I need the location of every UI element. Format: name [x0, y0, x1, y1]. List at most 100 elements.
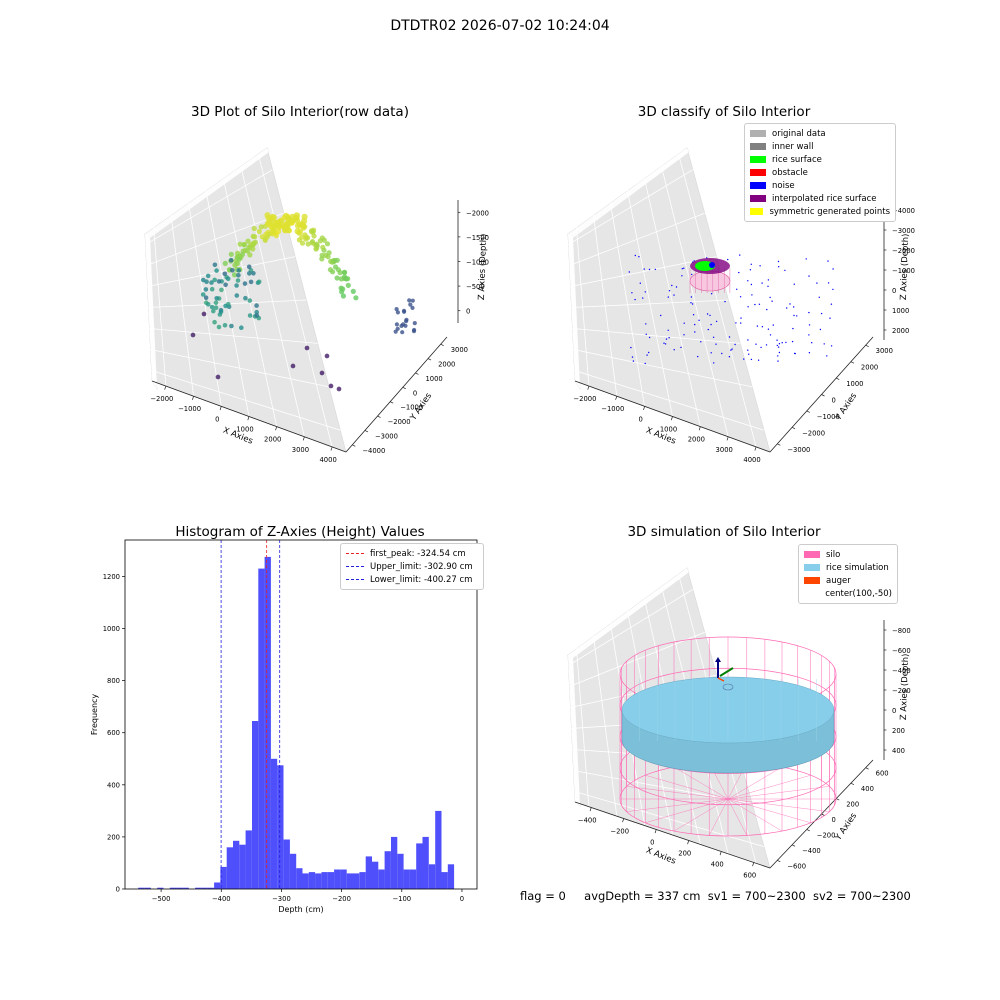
- noise-point: [808, 275, 810, 277]
- raw-data-point: [242, 281, 248, 286]
- p1-y-axis: [345, 336, 448, 453]
- raw-data-point: [327, 267, 333, 273]
- raw-data-point: [328, 258, 334, 264]
- status-flag: flag = 0: [520, 889, 566, 903]
- histogram-bar: [138, 887, 145, 889]
- p4-y-axis-label: Y Axies: [833, 811, 859, 843]
- raw-data-point: [290, 363, 296, 369]
- noise-point: [830, 345, 833, 347]
- legend-swatch: [750, 143, 766, 150]
- p1-y-tick-label: −3000: [375, 432, 398, 440]
- legend-label: auger: [826, 575, 851, 586]
- p4-x-tick-label: 400: [711, 861, 724, 869]
- p1-grid: [146, 149, 268, 384]
- raw-data-point: [245, 248, 251, 254]
- histogram-bar: [283, 839, 290, 889]
- noise-point: [691, 273, 693, 276]
- raw-data-point: [236, 273, 241, 278]
- noise-point: [681, 275, 683, 277]
- p4-x-tick: [719, 851, 722, 856]
- noise-point: [692, 314, 695, 316]
- noise-point: [777, 360, 779, 362]
- p1-x-tick: [247, 416, 250, 421]
- p2-y-tick-label: −1000: [817, 413, 840, 421]
- silo-floor-line: [645, 798, 729, 823]
- center-arrow-z-head: [715, 657, 721, 662]
- noise-point: [792, 327, 794, 330]
- noise-point: [743, 358, 745, 360]
- noise-point: [819, 328, 822, 331]
- raw-data-point: [299, 240, 306, 246]
- p4-z-tick-label: 400: [892, 747, 905, 755]
- p1-x-tick-label: −1000: [178, 405, 201, 413]
- p1-y-tick: [377, 415, 381, 418]
- noise-point: [648, 268, 651, 271]
- noise-point: [759, 265, 761, 267]
- noise-point: [698, 319, 700, 321]
- histogram-bar: [409, 869, 417, 889]
- noise-point: [793, 352, 796, 355]
- raw-data-point: [243, 295, 248, 301]
- noise-point: [694, 323, 696, 326]
- p4-x-tick: [589, 807, 592, 812]
- histogram-bar: [296, 868, 303, 889]
- legend-item: center(100,-50): [804, 587, 892, 600]
- raw-data-point: [311, 233, 317, 239]
- noise-point: [754, 303, 756, 306]
- raw-data-point: [223, 303, 228, 309]
- raw-data-point: [245, 238, 251, 244]
- raw-data-point: [211, 308, 216, 314]
- p1-y-tick: [390, 401, 394, 404]
- noise-point: [694, 331, 696, 333]
- noise-point: [767, 328, 770, 330]
- noise-point: [784, 269, 786, 272]
- p2-x-tick-label: 2000: [688, 436, 705, 444]
- p2-y-tick-label: 0: [832, 397, 836, 405]
- raw-data-point: [222, 323, 228, 328]
- noise-point: [767, 285, 769, 287]
- silo-floor-line: [727, 798, 783, 832]
- panel2-title: 3D classify of Silo Interior: [637, 104, 811, 120]
- noise-point: [747, 280, 749, 282]
- raw-data-point: [200, 292, 206, 297]
- raw-data-point: [394, 322, 399, 327]
- noise-point: [730, 349, 732, 351]
- histogram-bar: [252, 721, 259, 889]
- p4-x-tick-label: 600: [743, 872, 756, 880]
- raw-data-point: [254, 303, 259, 308]
- p4-x-tick: [687, 840, 690, 845]
- noise-point: [808, 334, 810, 336]
- p4-x-tick: [752, 862, 755, 867]
- p1-y-tick-label: 3000: [451, 346, 468, 354]
- raw-data-point: [190, 332, 196, 338]
- p2-z-axis-label: Z Axies (Depth): [899, 233, 911, 300]
- noise-point: [805, 258, 807, 260]
- raw-data-point: [407, 298, 412, 303]
- p4-x-axis-label: X Axies: [644, 846, 677, 867]
- noise-point: [777, 260, 780, 263]
- raw-data-point: [319, 235, 325, 241]
- noise-point: [820, 312, 823, 315]
- raw-data-point: [256, 279, 262, 285]
- raw-data-point: [338, 285, 344, 291]
- legend-label: interpolated rice surface: [772, 193, 877, 204]
- p4-grid: [572, 571, 690, 806]
- noise-point: [751, 294, 753, 296]
- noise-point: [707, 328, 709, 331]
- noise-point: [826, 355, 828, 357]
- histogram-bar: [416, 843, 423, 889]
- p4-grid: [571, 570, 689, 806]
- p2-y-tick: [821, 394, 825, 397]
- raw-data-point: [273, 233, 279, 239]
- p1-x-tick-label: 0: [215, 415, 219, 423]
- x-tick-label: −200: [332, 895, 351, 903]
- panel4-legend: silo rice simulation auger center(100,-50): [798, 544, 898, 604]
- raw-data-point: [269, 214, 276, 221]
- p1-x-tick-label: 3000: [292, 446, 309, 454]
- p1-z-tick-label: −1500: [466, 234, 489, 242]
- y-tick-label: 200: [107, 833, 120, 841]
- raw-data-point: [350, 288, 356, 294]
- status-sv2: sv2 = 700~2300: [812, 889, 911, 903]
- noise-point: [667, 296, 669, 298]
- noise-point: [664, 343, 667, 345]
